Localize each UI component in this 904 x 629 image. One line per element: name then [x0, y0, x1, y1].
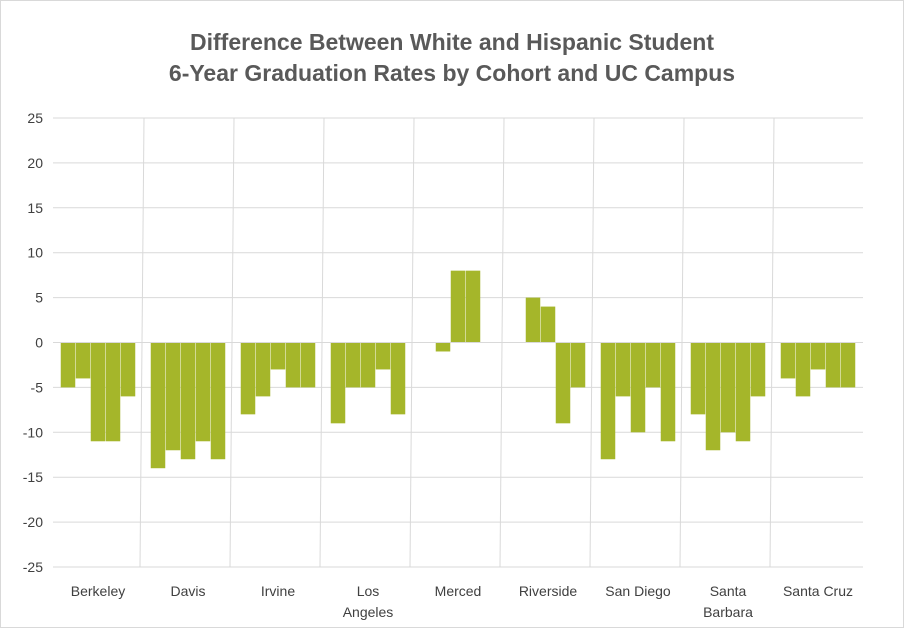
bar: [75, 342, 91, 379]
category-label: Merced: [435, 583, 482, 599]
category-label: Riverside: [519, 583, 578, 599]
bar: [120, 342, 136, 397]
bar: [60, 342, 76, 388]
y-tick-label: 25: [27, 110, 43, 126]
bar: [690, 342, 706, 415]
y-tick-label: 20: [27, 155, 43, 171]
category-label: Barbara: [703, 604, 753, 620]
bar: [165, 342, 181, 451]
bar: [345, 342, 361, 388]
bar: [720, 342, 736, 433]
bar: [705, 342, 721, 451]
bar: [240, 342, 256, 415]
bar: [90, 342, 106, 442]
bar: [255, 342, 271, 397]
bar: [795, 342, 811, 397]
chart-title-line-2: 6-Year Graduation Rates by Cohort and UC…: [168, 60, 736, 86]
category-label: Santa: [710, 583, 747, 599]
y-tick-label: -25: [23, 559, 43, 575]
y-tick-label: -20: [23, 514, 43, 530]
chart-title-line-1: Difference Between White and Hispanic St…: [190, 29, 714, 55]
bar: [840, 342, 856, 388]
y-tick-label: 15: [27, 200, 43, 216]
bar: [435, 342, 451, 352]
bar: [195, 342, 211, 442]
bar: [360, 342, 376, 388]
y-tick-label: 10: [27, 245, 43, 261]
category-label: Irvine: [261, 583, 295, 599]
y-tick-label: 5: [35, 290, 43, 306]
y-tick-label: -10: [23, 424, 43, 440]
y-tick-label: -15: [23, 469, 43, 485]
category-label: Angeles: [343, 604, 394, 620]
bar: [210, 342, 226, 460]
category-label: Berkeley: [71, 583, 125, 599]
bar: [630, 342, 646, 433]
bar: [285, 342, 301, 388]
category-label: Davis: [170, 583, 205, 599]
bars: [60, 270, 856, 469]
bar: [750, 342, 766, 397]
chart-title: Difference Between White and Hispanic St…: [1, 27, 903, 89]
bar: [375, 342, 391, 370]
category-label: San Diego: [605, 583, 671, 599]
bar: [810, 342, 826, 370]
category-label: Los: [357, 583, 380, 599]
bar: [735, 342, 751, 442]
bar: [600, 342, 616, 460]
bar: [150, 342, 166, 469]
bar: [555, 342, 571, 424]
bar: [570, 342, 586, 388]
bar: [105, 342, 121, 442]
bar: [465, 270, 481, 343]
bar: [300, 342, 316, 388]
bar: [540, 306, 556, 343]
y-tick-label: -5: [31, 379, 44, 395]
category-label: Santa Cruz: [783, 583, 853, 599]
bar: [525, 297, 541, 343]
bar: [825, 342, 841, 388]
bar: [450, 270, 466, 343]
bar: [180, 342, 196, 460]
bar: [615, 342, 631, 397]
bar: [660, 342, 676, 442]
bar: [390, 342, 406, 415]
bar: [330, 342, 346, 424]
bar: [645, 342, 661, 388]
bar: [270, 342, 286, 370]
labels: 25 20 15 10 5 0 -5 -10 -15 -20 -25 Berkeley Davis Irv…: [23, 110, 853, 620]
y-tick-label: 0: [35, 335, 43, 351]
bar: [780, 342, 796, 379]
